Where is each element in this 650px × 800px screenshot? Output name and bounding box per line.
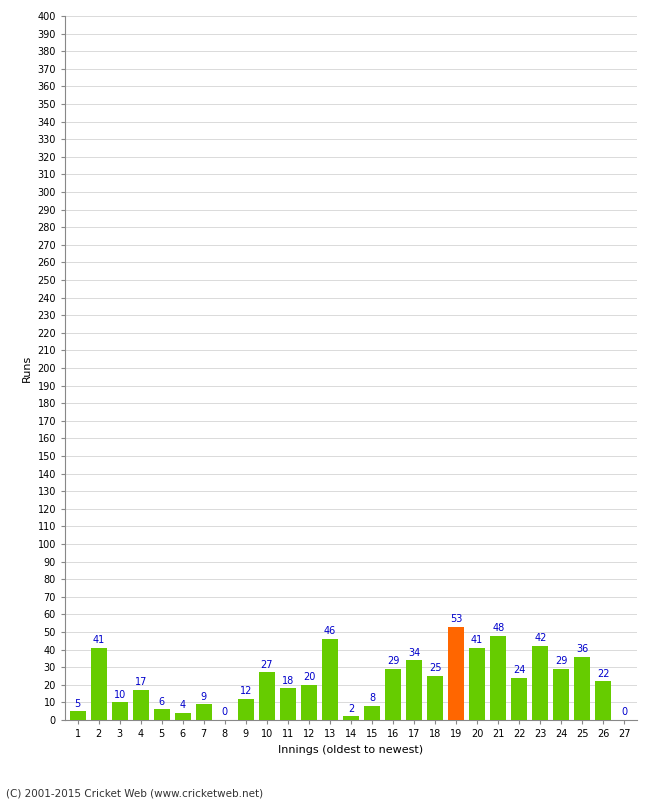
Text: 18: 18 xyxy=(282,676,294,686)
Bar xyxy=(238,699,254,720)
Bar xyxy=(448,626,464,720)
Bar xyxy=(112,702,127,720)
Text: 10: 10 xyxy=(114,690,126,700)
Text: 9: 9 xyxy=(201,691,207,702)
Text: 53: 53 xyxy=(450,614,462,624)
Bar xyxy=(553,669,569,720)
Bar xyxy=(196,704,212,720)
Text: 46: 46 xyxy=(324,626,336,637)
Text: 34: 34 xyxy=(408,647,420,658)
Bar xyxy=(512,678,527,720)
Bar xyxy=(595,682,611,720)
Bar xyxy=(70,711,86,720)
Text: 2: 2 xyxy=(348,704,354,714)
Text: 29: 29 xyxy=(387,656,399,666)
Text: 25: 25 xyxy=(429,663,441,674)
Text: 41: 41 xyxy=(92,635,105,645)
Text: 42: 42 xyxy=(534,634,547,643)
Bar xyxy=(301,685,317,720)
Text: 4: 4 xyxy=(179,700,186,710)
X-axis label: Innings (oldest to newest): Innings (oldest to newest) xyxy=(278,745,424,754)
Text: 6: 6 xyxy=(159,697,165,707)
Bar xyxy=(91,648,107,720)
Text: 20: 20 xyxy=(303,672,315,682)
Bar xyxy=(490,635,506,720)
Text: 29: 29 xyxy=(555,656,567,666)
Bar xyxy=(532,646,548,720)
Bar xyxy=(133,690,149,720)
Bar xyxy=(364,706,380,720)
Text: 12: 12 xyxy=(240,686,252,696)
Bar xyxy=(385,669,401,720)
Text: (C) 2001-2015 Cricket Web (www.cricketweb.net): (C) 2001-2015 Cricket Web (www.cricketwe… xyxy=(6,788,264,798)
Bar xyxy=(322,639,338,720)
Text: 48: 48 xyxy=(492,623,504,633)
Text: 36: 36 xyxy=(576,644,588,654)
Bar xyxy=(343,717,359,720)
Text: 0: 0 xyxy=(621,707,627,718)
Bar xyxy=(259,673,275,720)
Text: 27: 27 xyxy=(261,660,273,670)
Text: 17: 17 xyxy=(135,678,147,687)
Text: 22: 22 xyxy=(597,669,610,678)
Bar xyxy=(175,713,190,720)
Bar xyxy=(469,648,485,720)
Text: 24: 24 xyxy=(513,665,525,675)
Bar xyxy=(575,657,590,720)
Y-axis label: Runs: Runs xyxy=(22,354,32,382)
Text: 41: 41 xyxy=(471,635,484,645)
Bar xyxy=(406,660,422,720)
Bar xyxy=(154,710,170,720)
Bar xyxy=(280,688,296,720)
Text: 5: 5 xyxy=(75,698,81,709)
Text: 8: 8 xyxy=(369,694,375,703)
Bar xyxy=(427,676,443,720)
Text: 0: 0 xyxy=(222,707,228,718)
